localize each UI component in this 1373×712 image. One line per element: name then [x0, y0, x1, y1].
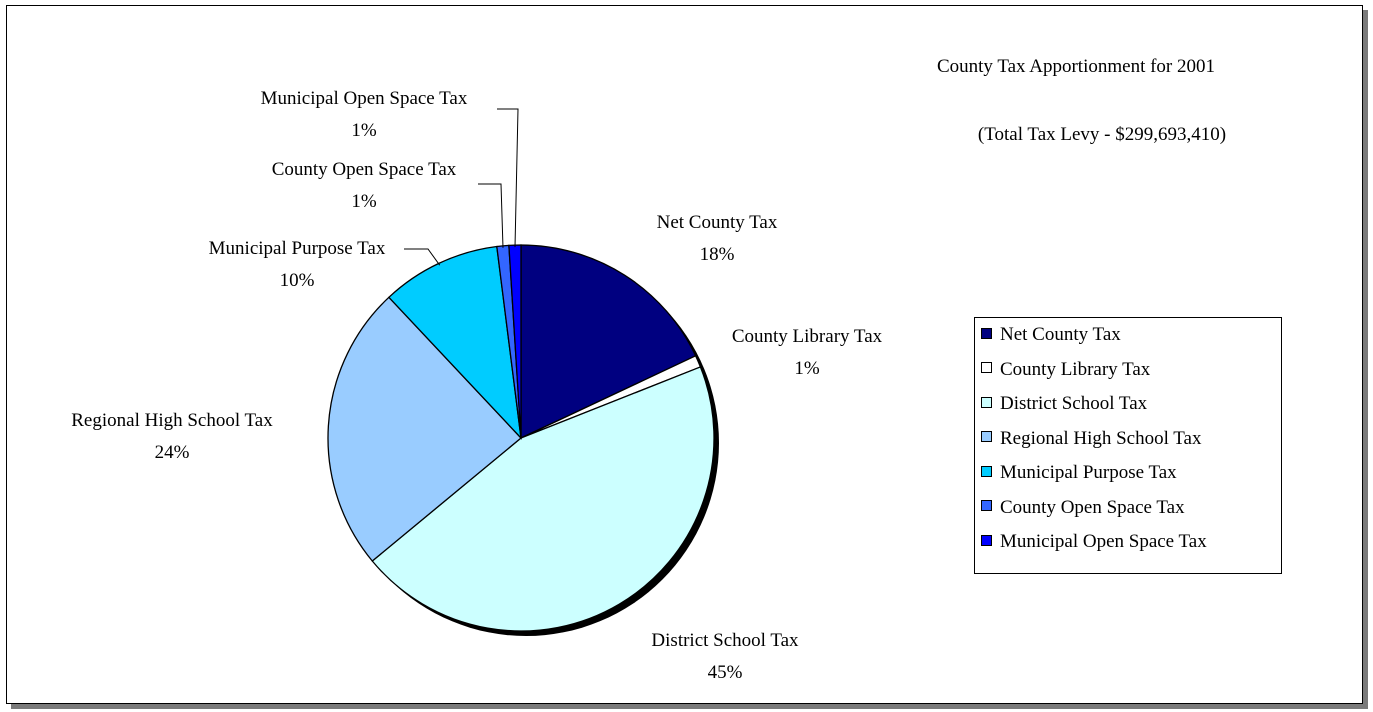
- leader-line: [478, 183, 504, 248]
- chart-subtitle: (Total Tax Levy - $299,693,410): [978, 124, 1226, 145]
- legend-item: County Open Space Tax: [981, 496, 1185, 520]
- legend-swatch: [981, 500, 992, 511]
- pie-slice-net-county-tax: [520, 244, 697, 440]
- legend-label: Regional High School Tax: [1000, 427, 1202, 449]
- slice-label-name: County Open Space Tax: [272, 159, 457, 180]
- slice-label-name: Municipal Open Space Tax: [261, 88, 468, 109]
- legend-label: District School Tax: [1000, 393, 1148, 414]
- legend-label: County Library Tax: [1000, 358, 1151, 380]
- pie-slice-district-school-tax: [371, 366, 715, 632]
- legend-item: Municipal Open Space Tax: [981, 530, 1207, 554]
- chart-title: County Tax Apportionment for 2001: [937, 56, 1215, 77]
- legend: Net County Tax County Library Tax District…: [974, 317, 1282, 574]
- pie-slices: [327, 244, 715, 632]
- legend-item: County Library Tax: [981, 358, 1150, 382]
- slice-label-percent: 1%: [351, 191, 377, 212]
- legend-swatch: [981, 431, 992, 442]
- slice-labels: Net County Tax 18% County Library Tax 1% Dis…: [71, 88, 882, 683]
- legend-label: Municipal Purpose Tax: [1000, 462, 1177, 483]
- legend-swatch: [981, 362, 992, 373]
- leader-line: [404, 248, 441, 266]
- slice-label-percent: 1%: [351, 120, 377, 141]
- slice-label-percent: 1%: [794, 358, 820, 379]
- legend-label: Municipal Open Space Tax: [1000, 531, 1207, 552]
- slice-label-name: County Library Tax: [732, 326, 883, 347]
- slice-label-name: District School Tax: [651, 630, 799, 651]
- slice-label-name: Net County Tax: [657, 212, 778, 233]
- chart-area: County Tax Apportionment for 2001 (Total…: [6, 5, 1363, 704]
- slice-label-percent: 24%: [155, 442, 190, 463]
- slice-label-percent: 45%: [708, 662, 743, 683]
- legend-item: District School Tax: [981, 392, 1147, 416]
- leader-line: [497, 108, 519, 248]
- pie-slice-regional-high-school-tax: [327, 296, 522, 562]
- legend-swatch: [981, 396, 992, 408]
- pie-chart: County Tax Apportionment for 2001 (Total…: [71, 56, 1226, 683]
- slice-label-name: Municipal Purpose Tax: [209, 238, 386, 259]
- legend-label: Net County Tax: [1000, 324, 1121, 345]
- legend-label: County Open Space Tax: [1000, 496, 1185, 518]
- legend-item: Net County Tax: [981, 323, 1121, 347]
- leader-lines: [404, 108, 519, 266]
- slice-label-percent: 10%: [280, 270, 315, 291]
- legend-swatch: [981, 465, 992, 477]
- legend-item: Regional High School Tax: [981, 427, 1202, 451]
- legend-swatch: [981, 534, 992, 546]
- slice-label-percent: 18%: [700, 244, 735, 265]
- slice-label-name: Regional High School Tax: [71, 410, 273, 431]
- legend-swatch: [981, 327, 992, 339]
- legend-item: Municipal Purpose Tax: [981, 461, 1177, 485]
